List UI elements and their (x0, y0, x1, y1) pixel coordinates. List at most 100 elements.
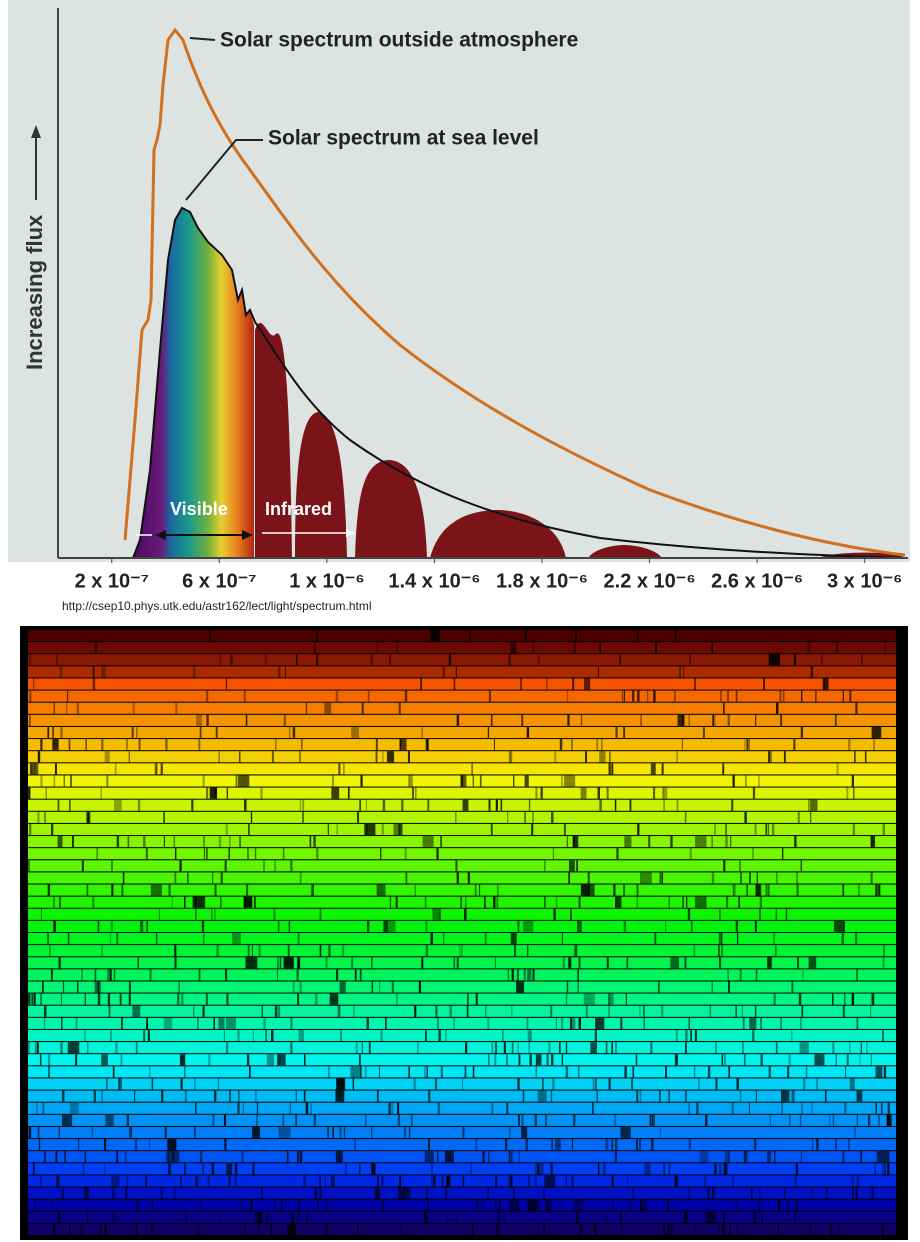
absorption-line (643, 1017, 645, 1029)
absorption-line (128, 993, 131, 1005)
absorption-line (694, 1029, 697, 1042)
absorption-line (695, 836, 707, 848)
absorption-line (209, 630, 211, 642)
absorption-line (754, 823, 757, 836)
absorption-line (464, 1066, 467, 1078)
absorption-line (570, 957, 572, 969)
absorption-line (257, 1223, 260, 1235)
absorption-line (60, 1042, 63, 1054)
absorption-line (761, 1211, 763, 1223)
absorption-line (560, 775, 563, 787)
absorption-line (211, 1163, 215, 1175)
absorption-line (580, 714, 583, 726)
absorption-line (573, 836, 576, 848)
absorption-line (878, 1114, 880, 1126)
absorption-line (202, 775, 205, 787)
absorption-line (165, 739, 168, 751)
absorption-line (360, 1066, 362, 1078)
absorption-line (729, 1223, 731, 1235)
absorption-line (84, 1029, 86, 1042)
spectrum-row (28, 872, 896, 884)
x-tick-label: 2 x 10⁻⁷ (75, 570, 149, 592)
absorption-line (80, 1223, 83, 1235)
absorption-line (75, 1017, 78, 1029)
absorption-line (247, 848, 249, 860)
absorption-line (430, 933, 434, 945)
absorption-line (771, 823, 775, 836)
absorption-line (52, 1223, 55, 1235)
absorption-line (59, 896, 61, 908)
absorption-line (738, 896, 741, 908)
absorption-line (829, 1114, 831, 1126)
absorption-line (234, 1175, 237, 1187)
absorption-line (853, 787, 855, 799)
absorption-line (860, 1042, 862, 1054)
absorption-line (722, 763, 725, 775)
absorption-line (466, 1005, 469, 1017)
absorption-line (870, 1054, 872, 1066)
absorption-line (523, 969, 526, 981)
absorption-line (566, 836, 569, 848)
absorption-line (789, 1114, 791, 1126)
absorption-line (854, 1126, 856, 1139)
absorption-line (225, 1042, 229, 1054)
absorption-line (174, 945, 177, 957)
absorption-line (130, 1126, 132, 1139)
spectrum-row (28, 933, 896, 945)
absorption-line (29, 823, 32, 836)
absorption-line (487, 1017, 490, 1029)
absorption-line (830, 1223, 832, 1235)
absorption-line (453, 1017, 455, 1029)
absorption-line (704, 1175, 707, 1187)
absorption-line (723, 702, 725, 714)
absorption-line (408, 1126, 411, 1139)
absorption-line (584, 678, 591, 690)
absorption-line (290, 860, 293, 872)
absorption-line (616, 848, 619, 860)
absorption-line (235, 775, 238, 787)
absorption-line (283, 714, 286, 726)
absorption-line (651, 1114, 654, 1126)
absorption-line (224, 1139, 227, 1151)
absorption-line (37, 1126, 40, 1139)
absorption-line (163, 836, 165, 848)
absorption-line (714, 823, 716, 836)
absorption-line (674, 1054, 678, 1066)
absorption-line (378, 1066, 380, 1078)
absorption-line (399, 739, 402, 751)
absorption-line (561, 1017, 564, 1029)
absorption-line (648, 836, 651, 848)
spectrum-row (28, 993, 896, 1005)
absorption-line (316, 848, 319, 860)
absorption-line (116, 933, 119, 945)
absorption-line (635, 1054, 638, 1066)
absorption-line (798, 993, 802, 1005)
absorption-line (687, 908, 691, 920)
absorption-line (359, 1054, 361, 1066)
absorption-line (650, 763, 656, 775)
absorption-line (464, 908, 467, 920)
absorption-line (870, 993, 874, 1005)
absorption-line (341, 945, 345, 957)
absorption-line (783, 751, 786, 763)
absorption-line (808, 957, 817, 969)
spectrum-row (28, 860, 896, 872)
absorption-line (174, 872, 177, 884)
absorption-line (455, 1211, 458, 1223)
absorption-line (636, 630, 639, 642)
absorption-line (577, 969, 579, 981)
annotation: Visible (170, 499, 228, 519)
absorption-line (578, 1066, 580, 1078)
absorption-line (793, 739, 796, 751)
absorption-line (535, 1054, 542, 1066)
absorption-line (559, 1042, 561, 1054)
absorption-line (71, 836, 75, 848)
absorption-line (179, 1054, 186, 1066)
absorption-line (842, 884, 845, 896)
absorption-line (517, 1042, 519, 1054)
absorption-line (608, 993, 614, 1005)
spectrum-row (28, 920, 896, 932)
absorption-line (319, 908, 322, 920)
infrared-band (295, 412, 347, 558)
